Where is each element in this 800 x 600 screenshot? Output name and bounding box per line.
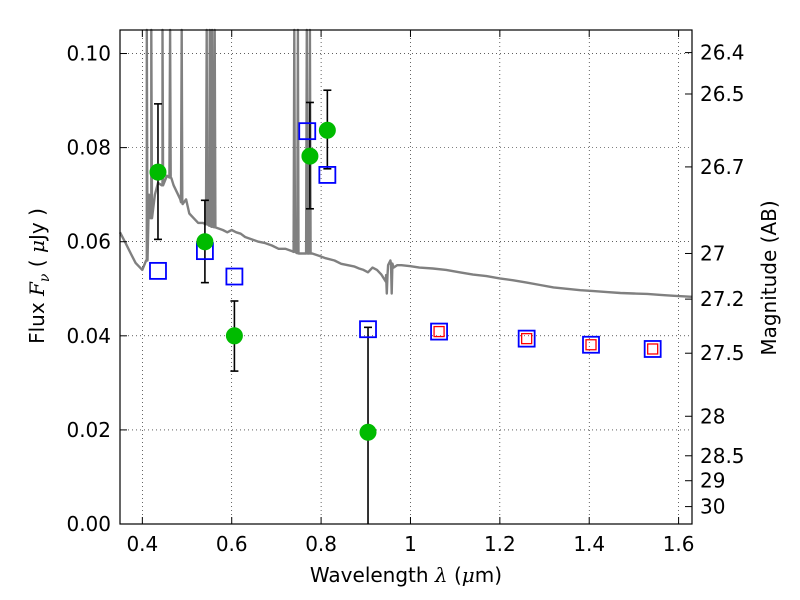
y-axis-label: Flux Fν ( μJy ) bbox=[25, 208, 53, 344]
x-tick-label: 0.6 bbox=[216, 532, 248, 556]
y-tick-label: 0.06 bbox=[66, 230, 111, 254]
x-tick-label: 1 bbox=[404, 532, 417, 556]
ticks-group: 0.4 0.6 0.8 1 1.2 1.4 1.6 0.00 0.02 0.04 0.06 0.08 0… bbox=[66, 30, 745, 556]
right-axis-tick-label: 26.4 bbox=[700, 41, 745, 65]
markers-group bbox=[149, 121, 662, 441]
right-axis-tick-label: 28 bbox=[700, 404, 725, 428]
model-square-inner bbox=[585, 339, 597, 351]
model-square bbox=[318, 166, 337, 184]
plot-frame bbox=[119, 29, 693, 525]
y-tick-label: 0.02 bbox=[66, 418, 111, 442]
right-axis-tick-label: 28.5 bbox=[700, 444, 745, 468]
model-square bbox=[298, 122, 317, 141]
right-axis-tick-label: 27.5 bbox=[700, 341, 745, 365]
grid bbox=[120, 30, 692, 524]
y-tick-label: 0.10 bbox=[66, 42, 111, 66]
right-axis-tick-label: 30 bbox=[700, 495, 725, 519]
observed-point bbox=[225, 327, 243, 345]
y-tick-label: 0.04 bbox=[66, 324, 111, 348]
x-tick-label: 0.4 bbox=[126, 532, 158, 556]
observed-point bbox=[301, 147, 319, 165]
x-tick-label: 1.2 bbox=[484, 532, 516, 556]
model-square-inner bbox=[647, 343, 659, 355]
observed-point bbox=[318, 121, 336, 139]
model-square bbox=[582, 335, 600, 354]
observed-point bbox=[196, 233, 214, 251]
model-square bbox=[149, 261, 167, 280]
x-tick-label: 0.8 bbox=[305, 532, 337, 556]
sed-curve-group bbox=[118, 28, 693, 298]
right-axis-tick-label: 29 bbox=[700, 469, 725, 493]
x-tick-label: 1.4 bbox=[573, 532, 605, 556]
y-tick-label: 0.00 bbox=[66, 512, 111, 536]
model-square bbox=[359, 320, 377, 339]
observed-point bbox=[359, 423, 377, 441]
right-axis-tick-label: 27 bbox=[700, 241, 725, 265]
sed-curve bbox=[118, 28, 693, 298]
right-axis-tick-label: 26.7 bbox=[700, 155, 745, 179]
x-tick-label: 1.6 bbox=[663, 532, 695, 556]
model-square bbox=[225, 267, 244, 286]
y-tick-label: 0.08 bbox=[66, 136, 111, 160]
right-axis-tick-label: 26.5 bbox=[700, 82, 745, 106]
model-square bbox=[430, 322, 448, 341]
observed-point bbox=[149, 163, 167, 181]
model-square-inner bbox=[433, 325, 445, 338]
right-axis-tick-label: 27.2 bbox=[700, 287, 745, 311]
model-square-inner bbox=[521, 332, 533, 345]
right-axis-label: Magnitude (AB) bbox=[757, 200, 781, 355]
model-square bbox=[517, 329, 536, 348]
x-axis-label: Wavelength λ (μm) bbox=[310, 563, 502, 587]
model-square bbox=[643, 340, 662, 358]
